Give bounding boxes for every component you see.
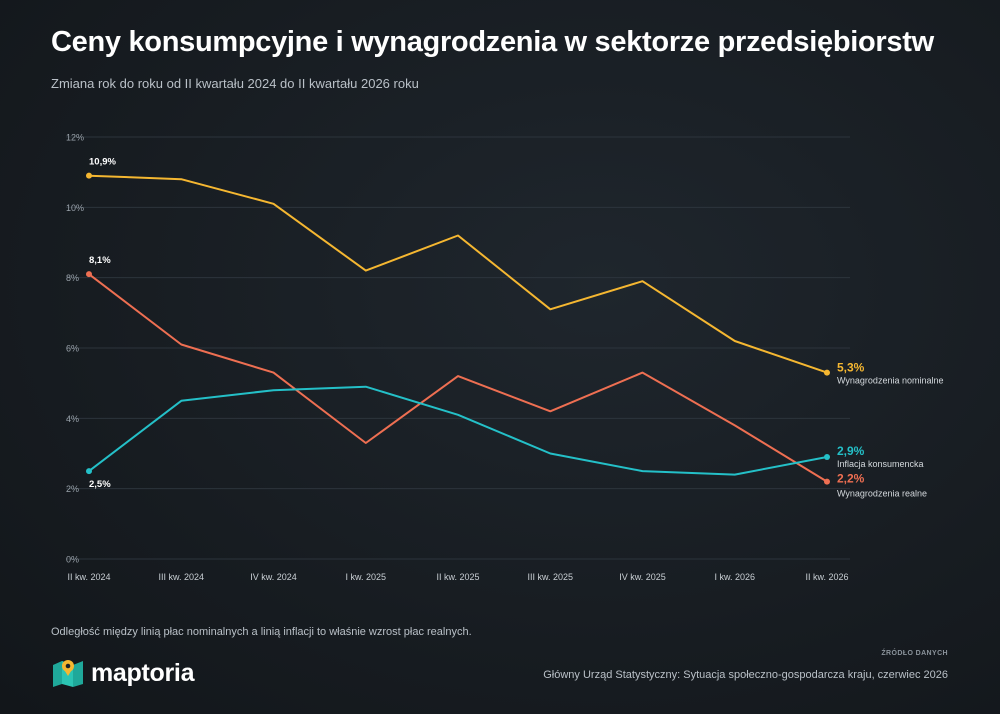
- y-tick-label: 2%: [66, 484, 79, 494]
- data-point: [86, 468, 92, 475]
- end-value-label: 5,3%: [837, 361, 865, 375]
- data-point: [824, 454, 830, 461]
- logo-text: maptoria: [91, 658, 195, 687]
- chart-title: Ceny konsumpcyjne i wynagrodzenia w sekt…: [51, 26, 934, 58]
- x-tick-label: I kw. 2026: [714, 572, 755, 582]
- x-tick-label: II kw. 2024: [67, 572, 110, 582]
- data-point: [86, 271, 92, 278]
- x-tick-label: IV kw. 2024: [250, 572, 297, 582]
- series-name-label: Wynagrodzenia nominalne: [837, 376, 943, 386]
- y-tick-label: 4%: [66, 414, 79, 424]
- chart-subtitle: Zmiana rok do roku od II kwartału 2024 d…: [51, 76, 419, 91]
- x-tick-label: III kw. 2024: [158, 572, 204, 582]
- source-label: ŹRÓDŁO DANYCH: [881, 650, 948, 657]
- y-tick-label: 10%: [66, 203, 84, 213]
- x-tick-label: II kw. 2025: [436, 572, 479, 582]
- map-pin-icon: [53, 660, 83, 687]
- source-text: Główny Urząd Statystyczny: Sytuacja społ…: [543, 669, 948, 681]
- end-value-label: 2,9%: [837, 444, 865, 458]
- y-tick-label: 12%: [66, 133, 84, 143]
- x-tick-label: III kw. 2025: [527, 572, 573, 582]
- x-tick-label: II kw. 2026: [805, 572, 848, 582]
- y-tick-label: 8%: [66, 273, 79, 283]
- data-point: [824, 478, 830, 485]
- start-value-label: 2,5%: [89, 479, 111, 490]
- start-value-label: 8,1%: [89, 255, 111, 266]
- start-value-label: 10,9%: [89, 157, 116, 168]
- data-point: [824, 369, 830, 376]
- series-line: [88, 273, 828, 483]
- series-name-label: Wynagrodzenia realne: [837, 489, 927, 499]
- x-tick-label: I kw. 2025: [345, 572, 386, 582]
- series-line: [88, 174, 828, 374]
- series-line: [88, 385, 828, 476]
- maptoria-logo[interactable]: maptoria: [51, 657, 194, 689]
- y-tick-label: 0%: [66, 555, 79, 565]
- end-value-label: 2,2%: [837, 472, 865, 486]
- data-point: [86, 172, 92, 179]
- series-name-label: Inflacja konsumencka: [837, 459, 924, 469]
- x-tick-label: IV kw. 2025: [619, 572, 666, 582]
- y-tick-label: 6%: [66, 344, 79, 354]
- footnote: Odległość między linią płac nominalnych …: [51, 626, 472, 638]
